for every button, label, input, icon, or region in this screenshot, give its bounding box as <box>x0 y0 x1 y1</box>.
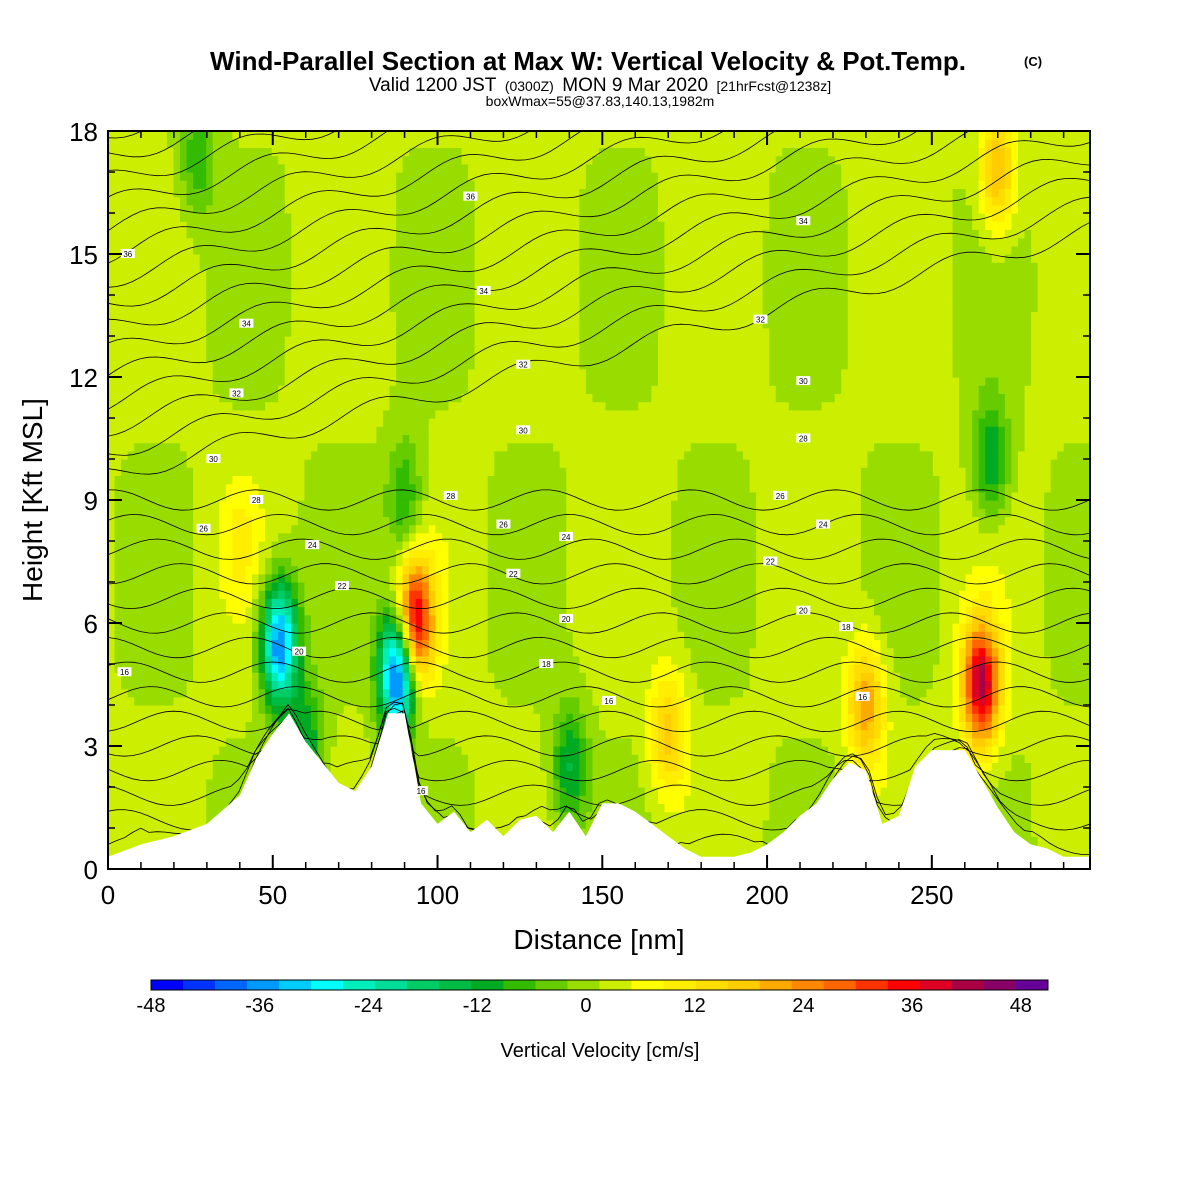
x-tick-label: 150 <box>581 880 624 910</box>
contour-label: 24 <box>816 519 831 530</box>
contour-label: 20 <box>796 605 811 616</box>
colorbar-tick-label: 48 <box>1010 995 1032 1017</box>
colorbar-label: Vertical Velocity [cm/s] <box>501 1040 700 1062</box>
contour-label: 22 <box>506 568 521 579</box>
colorbar-swatch <box>471 980 504 990</box>
colorbar-tick-label: 12 <box>684 995 706 1017</box>
chart-title: Wind-Parallel Section at Max W: Vertical… <box>210 46 966 76</box>
colorbar-tick-label: -36 <box>245 995 274 1017</box>
copyright-mark: (C) <box>1024 54 1042 69</box>
colorbar-swatch <box>695 980 728 990</box>
contour-label: 32 <box>229 388 244 398</box>
y-tick-label: 6 <box>84 609 98 639</box>
y-tick-label: 12 <box>69 363 98 393</box>
contour-label: 18 <box>539 659 554 669</box>
colorbar-tick-label: 36 <box>901 995 923 1017</box>
colorbar-swatch <box>215 980 248 990</box>
contour-label: 20 <box>559 613 574 624</box>
colorbar-swatch <box>439 980 472 990</box>
y-axis-label: Height [Kft MSL] <box>17 398 48 602</box>
y-tick-label: 0 <box>84 855 98 885</box>
y-tick-label: 15 <box>69 240 98 270</box>
y-tick-label: 9 <box>84 486 98 516</box>
colorbar-swatch <box>407 980 440 990</box>
x-tick-label: 100 <box>416 880 459 910</box>
colorbar-swatch <box>247 980 280 990</box>
contour-label: 32 <box>516 359 531 370</box>
colorbar-swatch <box>983 980 1017 990</box>
contour-label: 16 <box>601 695 616 706</box>
contour-label: 30 <box>206 454 221 464</box>
x-tick-label: 50 <box>258 880 287 910</box>
contour-label: 16 <box>414 786 429 796</box>
colorbar-swatch <box>279 980 312 990</box>
colorbar-swatch <box>535 980 568 990</box>
colorbar-tick-label: 0 <box>580 995 591 1017</box>
plot-area: 1620222426283032343636343230282624222018… <box>69 117 1091 910</box>
colorbar-swatch <box>183 980 216 990</box>
colorbar-swatch <box>631 980 664 990</box>
colorbar-swatch <box>951 980 985 990</box>
x-tick-label: 0 <box>101 880 115 910</box>
colorbar-swatch <box>375 980 408 990</box>
valid-time: Valid 1200 JST (0300Z) MON 9 Mar 2020 [2… <box>369 75 831 96</box>
colorbar: -48 -36 -24 -12 0 12 24 36 48 Vertical Velocity … <box>137 979 1049 1062</box>
contour-label: 26 <box>196 523 211 534</box>
contour-label: 24 <box>559 531 574 542</box>
contour-label: 26 <box>773 490 788 501</box>
x-tick-label: 250 <box>910 880 953 910</box>
contour-label: 34 <box>476 285 491 296</box>
contour-label: 16 <box>117 667 132 677</box>
colorbar-swatch <box>855 980 889 990</box>
contour-label: 30 <box>516 425 531 435</box>
colorbar-swatch <box>823 980 857 990</box>
y-tick-label: 18 <box>69 117 98 147</box>
colorbar-swatch <box>791 980 825 990</box>
contour-label: 22 <box>334 581 349 591</box>
colorbar-swatch <box>727 980 760 990</box>
colorbar-swatch <box>1015 980 1049 990</box>
colorbar-tick-label: -12 <box>463 995 492 1017</box>
colorbar-tick-label: 24 <box>792 995 814 1017</box>
contour-label: 28 <box>249 495 264 505</box>
colorbar-swatch <box>151 980 184 990</box>
contour-label: 20 <box>292 646 307 657</box>
x-axis-label: Distance [nm] <box>513 924 684 955</box>
colorbar-swatch <box>503 980 536 990</box>
colorbar-swatch <box>919 980 953 990</box>
contour-label: 34 <box>796 216 811 226</box>
box-max-info: boxWmax=55@37.83,140.13,1982m <box>486 93 715 109</box>
contour-label: 36 <box>120 249 135 259</box>
contour-label: 18 <box>839 622 854 632</box>
colorbar-swatch <box>343 980 376 990</box>
colorbar-swatch <box>759 980 793 990</box>
y-tick-label: 3 <box>84 732 98 762</box>
contour-label: 22 <box>763 556 778 567</box>
colorbar-tick-label: -24 <box>354 995 383 1017</box>
contour-label: 28 <box>443 490 458 501</box>
terrain-mask <box>108 713 1090 869</box>
colorbar-swatch <box>887 980 921 990</box>
contour-label: 26 <box>496 519 511 530</box>
contour-label: 30 <box>796 376 811 386</box>
colorbar-swatch <box>599 980 632 990</box>
contour-label: 34 <box>239 318 254 329</box>
contour-label: 24 <box>305 540 320 550</box>
contour-label: 36 <box>463 191 478 202</box>
x-tick-label: 200 <box>745 880 788 910</box>
colorbar-swatch <box>663 980 696 990</box>
contour-label: 16 <box>855 691 870 702</box>
contour-label: 28 <box>796 433 811 444</box>
colorbar-tick-label: -48 <box>137 995 166 1017</box>
colorbar-swatch <box>567 980 600 990</box>
contour-label: 32 <box>753 314 768 325</box>
colorbar-swatch <box>311 980 344 990</box>
